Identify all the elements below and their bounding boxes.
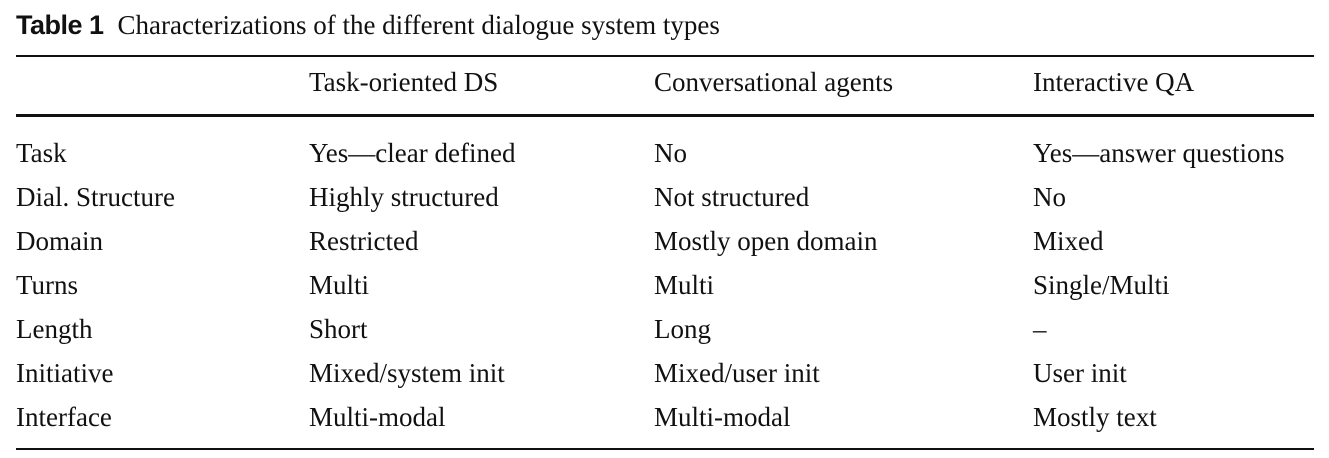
table-cell: No [654,138,687,168]
table-cell: Highly structured [309,182,499,212]
table-cell: Mixed [1033,226,1104,256]
row-label: Interface [16,402,112,432]
table-cell: Multi-modal [654,402,791,432]
table-caption-text: Characterizations of the different dialo… [117,10,720,40]
table-cell: Mixed/system init [309,358,505,388]
table-caption: Table 1 Characterizations of the differen… [16,9,720,41]
table-cell: – [1033,314,1047,344]
table-cell: No [1033,182,1066,212]
header-task-oriented-ds: Task-oriented DS [309,67,499,97]
table-cell: Not structured [654,182,810,212]
header-interactive-qa: Interactive QA [1033,67,1195,97]
table-cell: User init [1033,358,1127,388]
table-cell: Yes—answer questions [1033,138,1285,168]
bottom-rule [16,448,1314,450]
table-cell: Mostly open domain [654,226,878,256]
table-number-label: Table 1 [16,10,104,40]
row-label: Task [16,138,67,168]
row-label: Length [16,314,93,344]
table-cell: Short [309,314,368,344]
table-cell: Long [654,314,711,344]
row-label: Turns [16,270,79,300]
table-cell: Yes—clear defined [309,138,516,168]
row-label: Dial. Structure [16,182,175,212]
table-cell: Mostly text [1033,402,1157,432]
table-cell: Multi [309,270,370,300]
row-label: Domain [16,226,103,256]
row-label: Initiative [16,358,114,388]
table-cell: Single/Multi [1033,270,1170,300]
table-cell: Multi-modal [309,402,446,432]
header-rule [16,114,1314,117]
table-cell: Mixed/user init [654,358,820,388]
table-cell: Restricted [309,226,419,256]
top-rule [16,55,1314,57]
table-cell: Multi [654,270,715,300]
header-conversational-agents: Conversational agents [654,67,894,97]
